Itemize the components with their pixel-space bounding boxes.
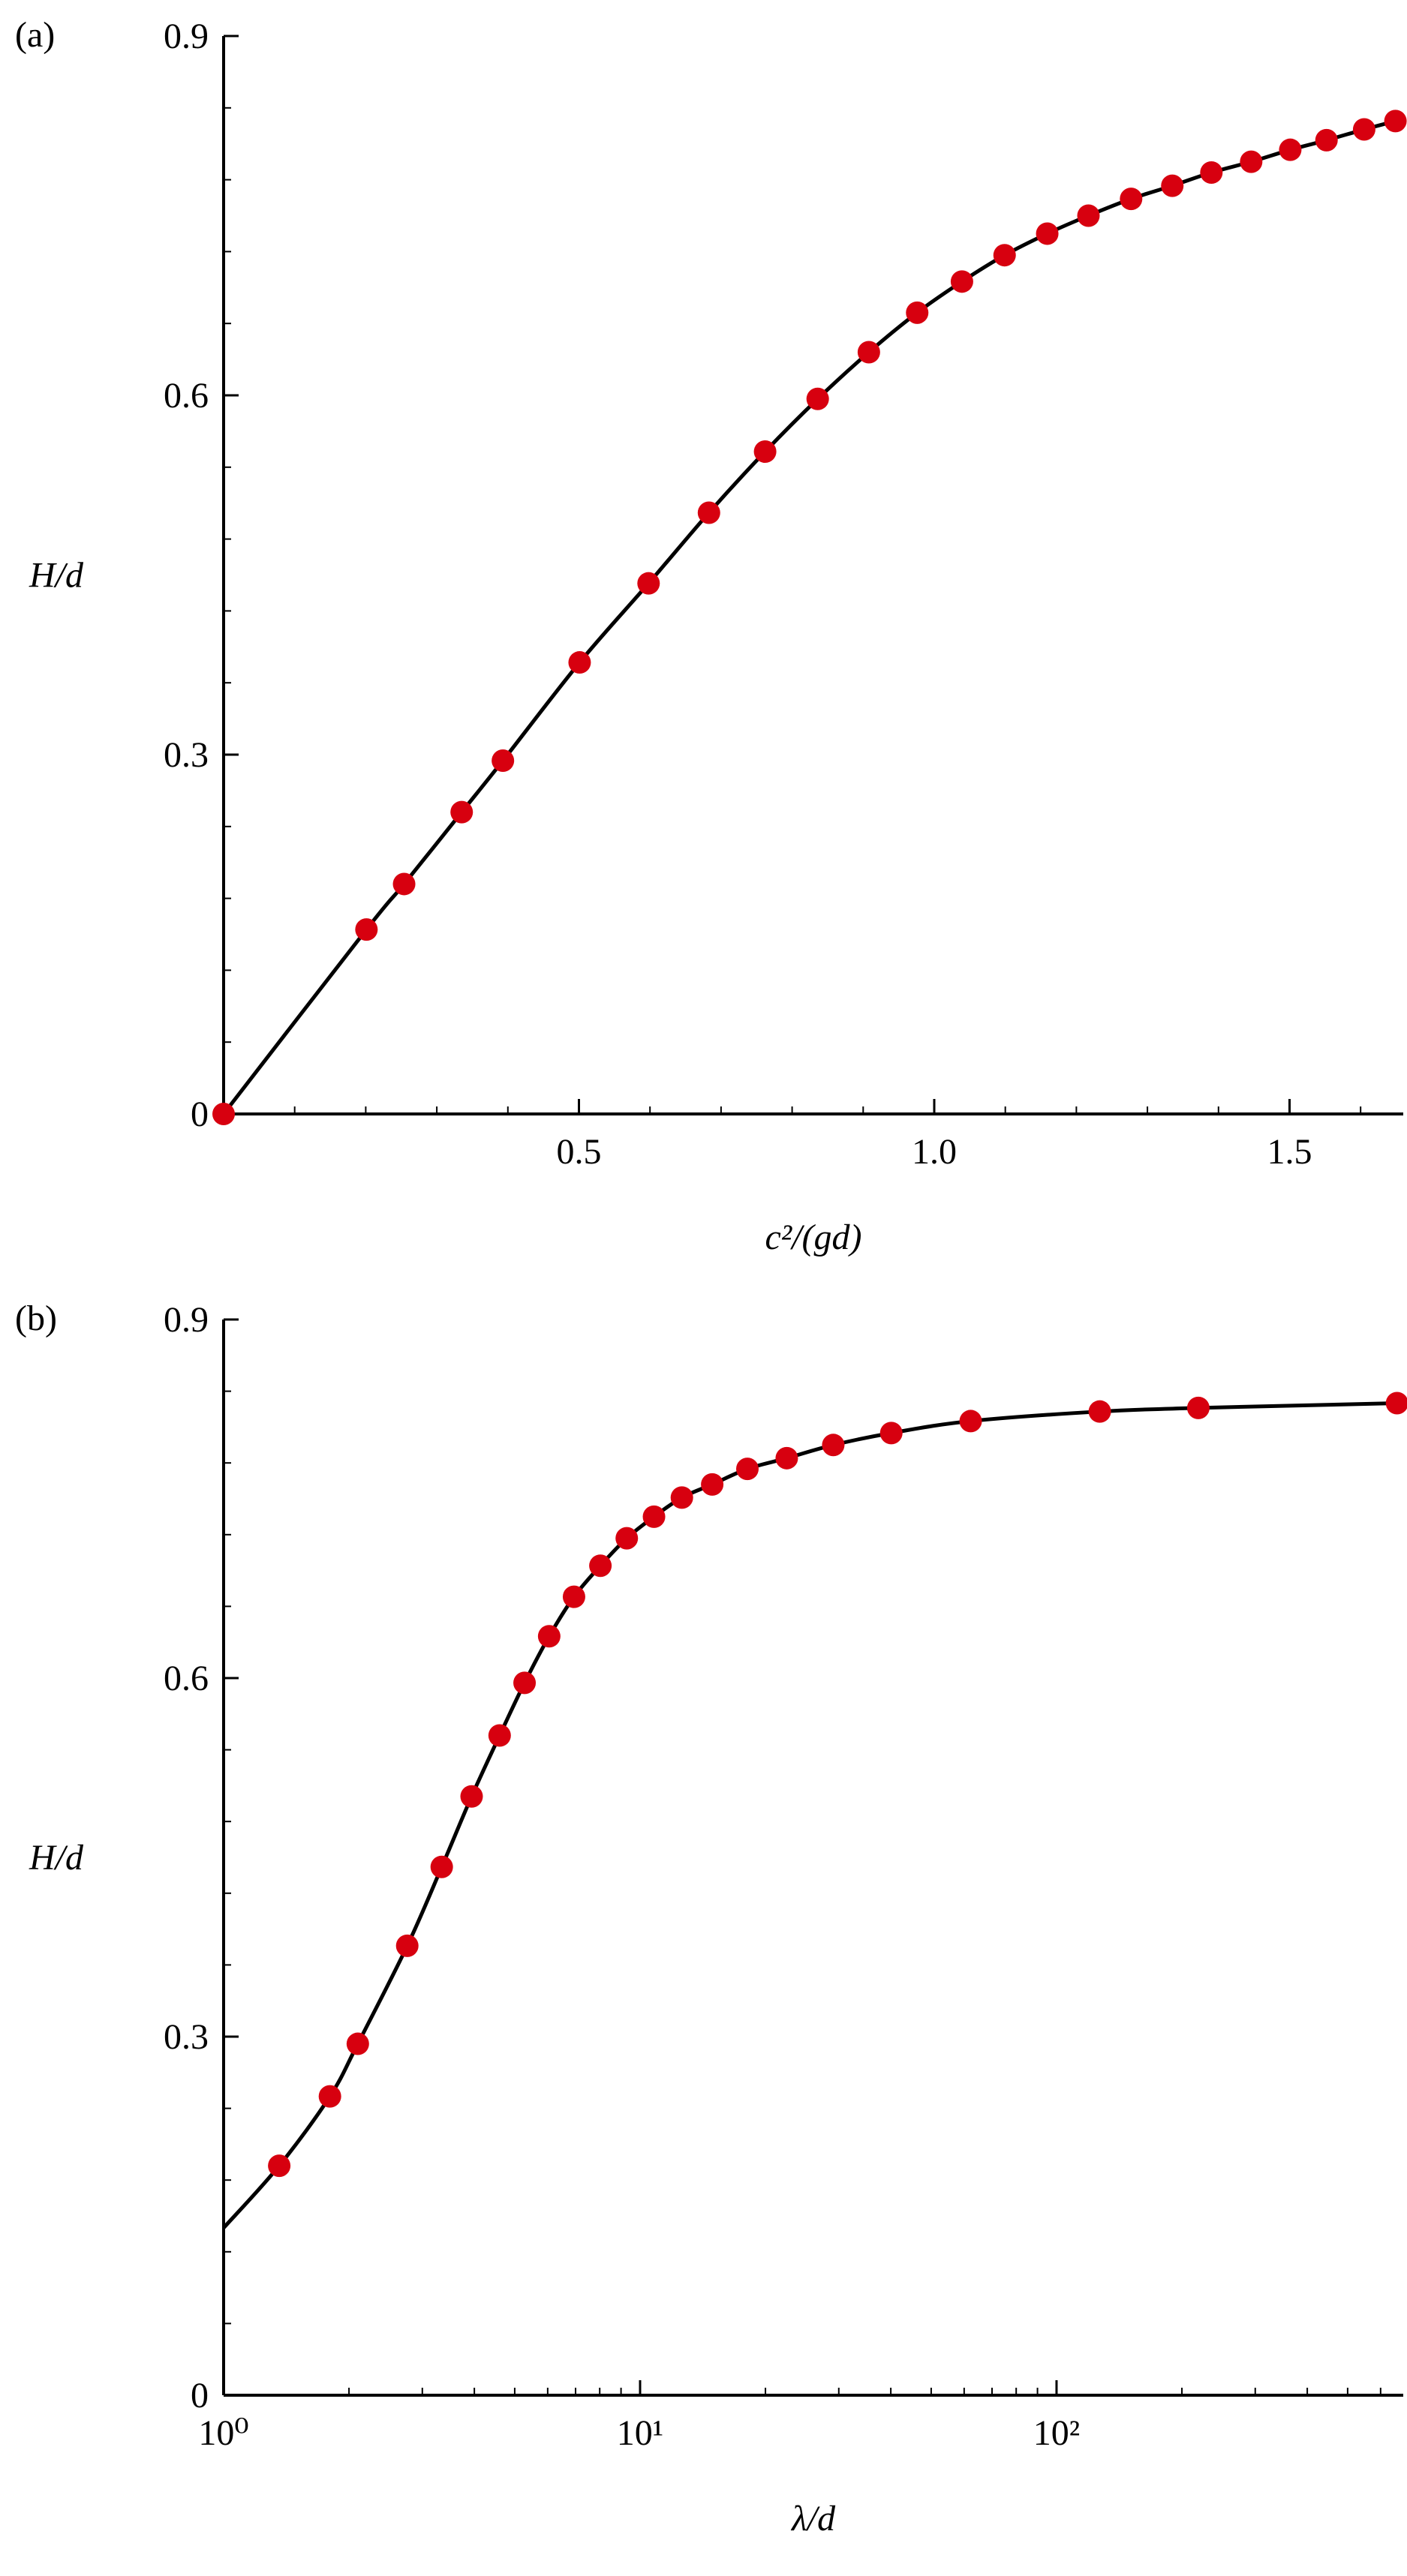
x-tick-label: 1.5 (1267, 1132, 1312, 1172)
y-tick-label: 0.9 (164, 1300, 209, 1340)
data-point (513, 1671, 537, 1695)
data-point (1120, 188, 1143, 211)
data-point (959, 1410, 982, 1433)
x-tick-label: 10¹ (617, 2413, 663, 2453)
panel-label: (b) (15, 1299, 57, 1338)
data-point (346, 2032, 369, 2055)
x-tick-label: 10⁰ (198, 2413, 248, 2453)
data-point (318, 2085, 341, 2108)
data-point (1279, 138, 1302, 161)
x-tick-label: 10² (1033, 2413, 1080, 2453)
x-tick-label: 0.5 (556, 1132, 601, 1172)
data-point (1384, 110, 1407, 133)
data-point (1186, 1396, 1210, 1419)
data-point (879, 1422, 903, 1445)
data-point (857, 341, 880, 364)
y-tick-label: 0.3 (164, 2017, 209, 2057)
data-point (697, 501, 720, 524)
data-point (701, 1473, 724, 1496)
y-tick-label: 0 (191, 1094, 209, 1134)
data-point (212, 1103, 235, 1125)
y-tick-label: 0.6 (164, 1659, 209, 1698)
data-point (950, 270, 973, 293)
data-point (460, 1785, 483, 1808)
data-point (735, 1458, 759, 1481)
data-point (642, 1505, 666, 1528)
curve (222, 1401, 1397, 2229)
data-point (753, 440, 777, 464)
data-point (906, 301, 929, 324)
data-point (589, 1554, 612, 1578)
data-point (1315, 128, 1338, 152)
data-point (568, 651, 591, 674)
data-point (1036, 222, 1059, 245)
data-point (1161, 174, 1184, 197)
y-tick-label: 0 (191, 2376, 209, 2415)
data-point (537, 1625, 561, 1648)
data-point (1240, 150, 1263, 173)
data-point (492, 749, 515, 772)
data-point (355, 918, 378, 941)
data-point (1352, 118, 1375, 141)
data-point (430, 1855, 453, 1878)
curve (222, 119, 1396, 1115)
data-point (1200, 161, 1223, 185)
data-point (993, 244, 1016, 267)
data-point (268, 2154, 291, 2178)
y-axis-label: H/d (29, 1838, 84, 1878)
data-point (822, 1434, 845, 1457)
data-point (806, 387, 829, 410)
data-point (488, 1724, 511, 1747)
data-point (1077, 204, 1100, 227)
x-axis-label: λ/d (790, 2499, 836, 2538)
data-point (775, 1446, 798, 1470)
panel-label: (a) (15, 15, 55, 55)
y-axis-label: H/d (29, 556, 84, 596)
data-point (450, 800, 474, 824)
data-point (637, 572, 660, 595)
data-point (392, 872, 416, 896)
data-point (670, 1486, 693, 1509)
x-tick-label: 1.0 (912, 1132, 957, 1172)
x-axis-label: c²/(gd) (765, 1217, 862, 1257)
data-point (562, 1585, 585, 1608)
data-point (1385, 1392, 1407, 1415)
data-point (395, 1934, 419, 1957)
data-point (1088, 1400, 1111, 1423)
y-tick-label: 0.9 (164, 17, 209, 56)
y-tick-label: 0.3 (164, 735, 209, 775)
y-tick-label: 0.6 (164, 376, 209, 416)
data-point (615, 1527, 639, 1550)
